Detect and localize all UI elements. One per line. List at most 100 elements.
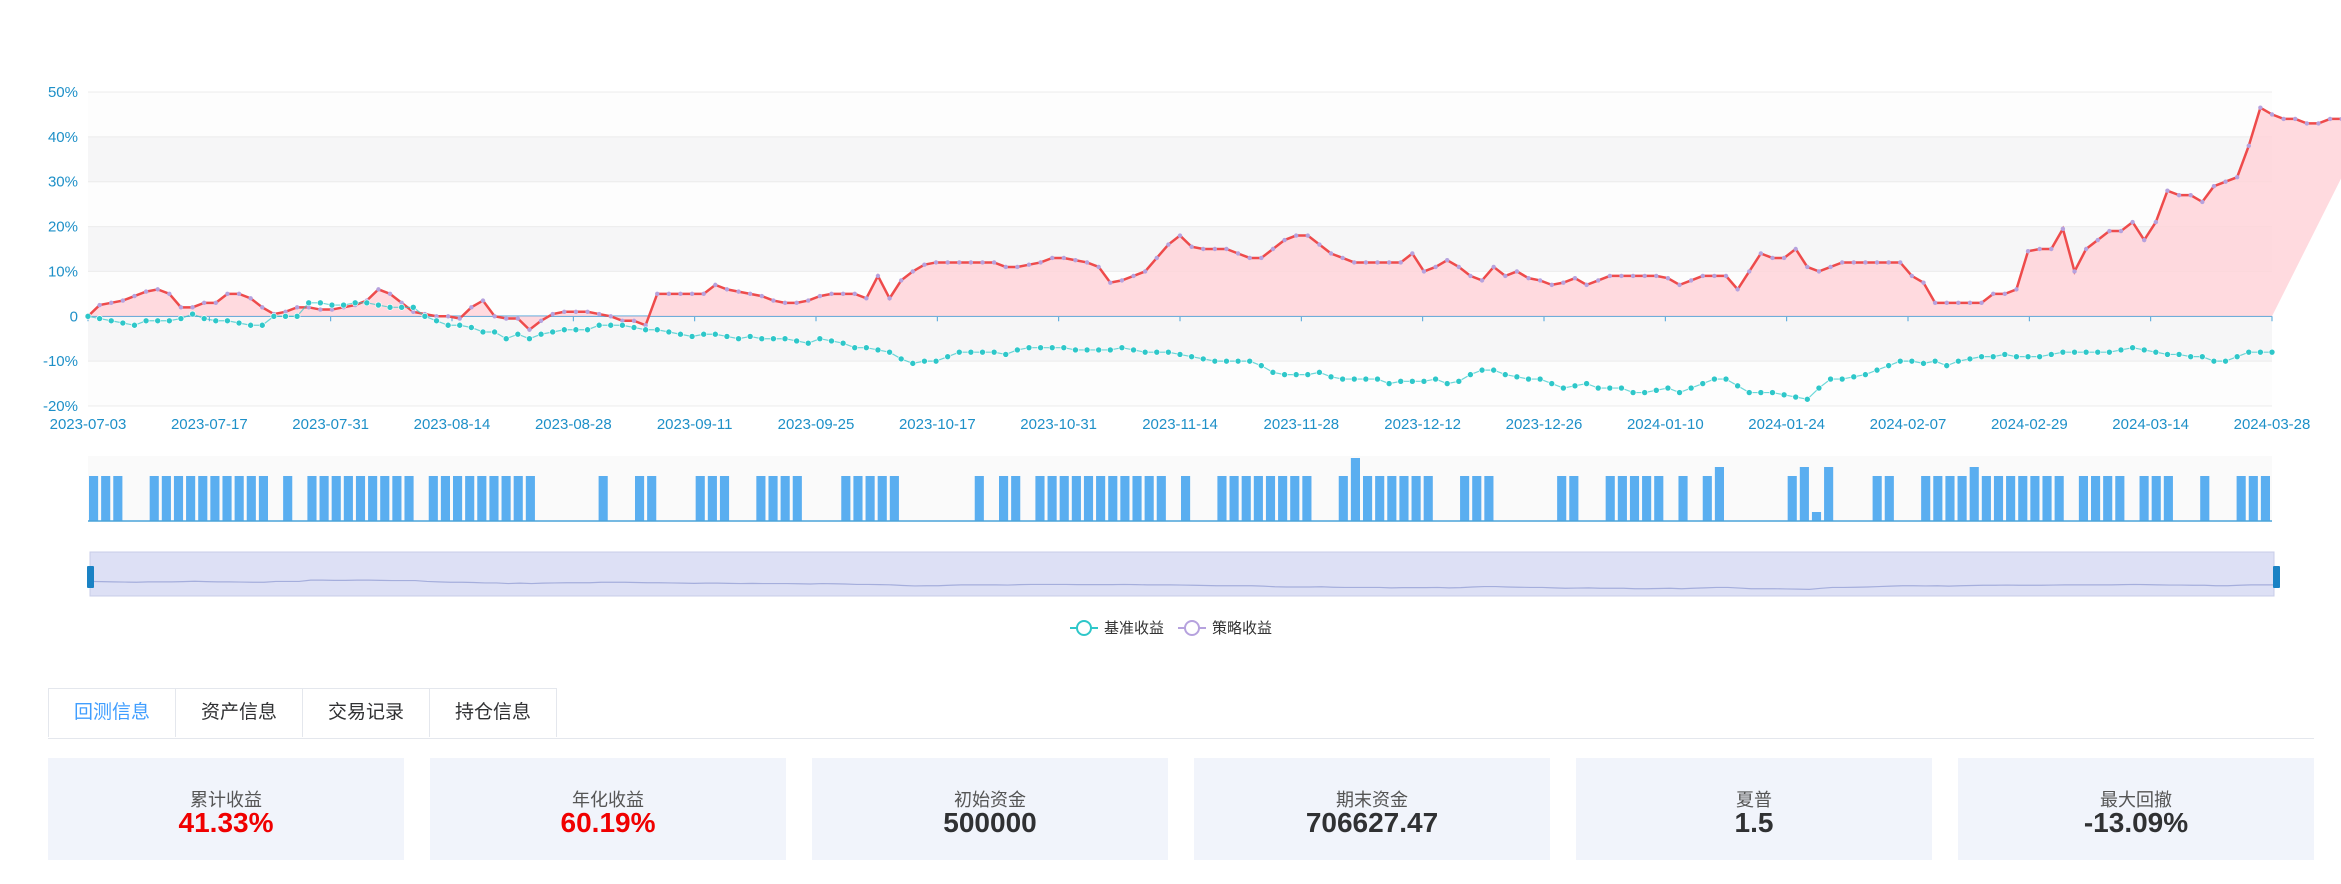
volume-bar: [2091, 476, 2101, 521]
benchmark-point: [1165, 348, 1172, 356]
benchmark-point: [131, 321, 138, 329]
strategy-point: [445, 314, 451, 319]
strategy-point: [1886, 260, 1891, 265]
benchmark-point: [1850, 373, 1858, 381]
benchmark-point: [967, 348, 975, 356]
benchmark-point: [328, 301, 336, 309]
strategy-point: [1398, 260, 1403, 265]
x-tick-label: 2023-12-26: [1506, 416, 1583, 433]
volume-bar: [1557, 476, 1567, 521]
legend[interactable]: 基准收益 策略收益: [1070, 620, 1272, 637]
metric-card-annual-return: 年化收益 60.19%: [430, 758, 786, 860]
benchmark-point: [886, 348, 893, 356]
strategy-point: [2200, 199, 2205, 205]
benchmark-point: [1258, 362, 1265, 369]
benchmark-point: [1652, 386, 1660, 394]
strategy-point: [2269, 112, 2275, 117]
metric-value: 41.33%: [178, 807, 274, 838]
tab-asset-info[interactable]: 资产信息: [175, 688, 304, 737]
strategy-point: [991, 260, 997, 265]
benchmark-point: [1989, 353, 1997, 360]
metric-cards: 累计收益 41.33% 年化收益 60.19% 初始资金 500000 期末资金…: [48, 758, 2314, 860]
benchmark-point: [1757, 389, 1765, 396]
benchmark-point: [433, 317, 440, 325]
volume-bar: [780, 476, 790, 521]
benchmark-point: [758, 335, 766, 343]
strategy-point: [1863, 260, 1868, 265]
benchmark-point: [1931, 357, 1939, 365]
volume-bar: [1132, 476, 1142, 521]
strategy-point: [1619, 273, 1624, 279]
volume-bar: [707, 476, 717, 521]
strategy-point: [387, 291, 393, 297]
tab-trade-records[interactable]: 交易记录: [302, 688, 431, 737]
volume-bar: [1824, 467, 1834, 521]
benchmark-point: [142, 317, 150, 325]
benchmark-point: [235, 319, 243, 327]
benchmark-point: [1106, 346, 1114, 354]
volume-bar: [2078, 476, 2088, 521]
strategy-point: [469, 305, 474, 310]
benchmark-point: [2024, 353, 2032, 360]
strategy-point: [1712, 273, 1717, 279]
volume-bar: [756, 476, 766, 521]
volume-bar: [889, 476, 899, 521]
benchmark-point: [816, 335, 824, 343]
volume-bar: [1460, 476, 1470, 521]
strategy-point: [1956, 300, 1961, 306]
strategy-point: [2002, 291, 2008, 297]
volume-bar: [89, 476, 99, 521]
strategy-point: [1282, 237, 1287, 243]
strategy-point: [1119, 278, 1125, 283]
strategy-point: [2142, 237, 2147, 243]
strategy-point: [260, 305, 265, 310]
volume-bar: [768, 476, 778, 521]
volume-bar: [1350, 458, 1360, 521]
strategy-point: [666, 291, 672, 297]
benchmark-point: [119, 319, 127, 327]
y-tick-label: 30%: [48, 174, 78, 191]
benchmark-point: [1176, 351, 1184, 358]
benchmark-point: [1083, 346, 1091, 354]
strategy-point: [1944, 300, 1949, 306]
strategy-point: [527, 327, 532, 332]
strategy-point: [1874, 260, 1880, 265]
benchmark-point: [1130, 346, 1137, 354]
benchmark-point: [1025, 344, 1033, 351]
benchmark-point: [2106, 348, 2113, 356]
data-zoom-slider[interactable]: [87, 551, 2280, 597]
volume-bar: [1933, 476, 1943, 521]
strategy-point: [933, 260, 939, 265]
volume-bar: [1811, 512, 1822, 521]
benchmark-point: [746, 333, 754, 340]
benchmark-point: [398, 304, 405, 311]
volume-bar: [1921, 476, 1931, 521]
benchmark-point: [921, 357, 928, 365]
strategy-point: [2316, 121, 2321, 126]
volume-background: [88, 456, 2272, 521]
strategy-point: [1537, 278, 1543, 283]
benchmark-point: [537, 330, 545, 338]
benchmark-point: [874, 346, 882, 354]
benchmark-point: [282, 312, 289, 320]
strategy-point: [806, 298, 811, 303]
benchmark-point: [2222, 357, 2229, 365]
volume-bar: [258, 476, 268, 521]
strategy-point: [1770, 255, 1775, 261]
strategy-point: [178, 305, 184, 310]
strategy-point: [1328, 251, 1334, 256]
strategy-point: [736, 289, 741, 294]
volume-bar: [1181, 476, 1191, 521]
strategy-point: [329, 307, 335, 312]
strategy-point: [794, 300, 799, 306]
tab-backtest-info[interactable]: 回测信息: [48, 688, 177, 737]
tab-position-info[interactable]: 持仓信息: [429, 688, 558, 737]
volume-bar: [355, 476, 366, 521]
volume-bar: [1375, 476, 1385, 521]
strategy-point: [2014, 287, 2019, 292]
benchmark-point: [2152, 348, 2160, 356]
volume-bar: [1678, 476, 1688, 521]
volume-bar: [1945, 476, 1955, 521]
strategy-point: [2165, 188, 2170, 193]
strategy-point: [1026, 262, 1032, 267]
